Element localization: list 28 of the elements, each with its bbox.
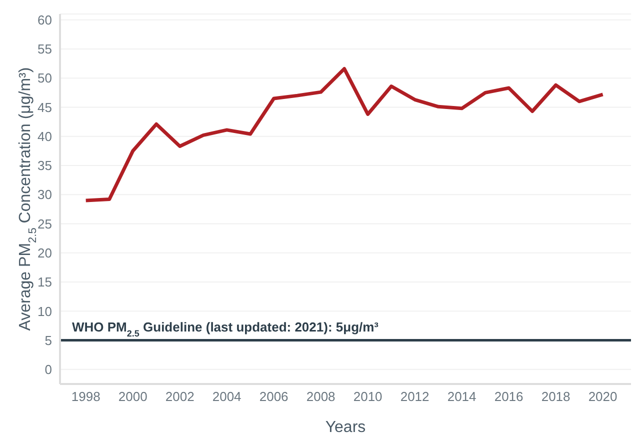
x-tick-label: 2010: [353, 389, 382, 404]
y-tick-label: 15: [38, 274, 52, 290]
x-tick-label: 2008: [306, 389, 336, 404]
x-tick-label: 2020: [588, 389, 618, 404]
y-tick-label: 0: [44, 362, 52, 378]
y-tick-label: 40: [38, 128, 52, 144]
y-tick-label: 20: [38, 246, 52, 261]
y-tick-label: 10: [38, 304, 52, 319]
y-tick-label: 35: [38, 158, 52, 174]
x-tick-label: 2004: [212, 389, 242, 404]
y-tick-label: 5: [44, 332, 52, 348]
x-tick-label: 2006: [259, 389, 288, 404]
x-tick-label: 2000: [118, 389, 148, 404]
line-series: [84, 67, 605, 202]
y-tick-label: 60: [38, 12, 52, 28]
x-tick-label: 2014: [447, 389, 476, 404]
x-tick-label: 2002: [165, 389, 194, 404]
y-tick-label: 45: [38, 100, 52, 115]
x-tick-label: 2012: [400, 389, 430, 404]
ref-line-label: WHO PM$_{2.5}$ Guideline (last updated: 2021): 5μg/m³: [72, 319, 380, 338]
y-tick-label: 50: [38, 70, 52, 86]
x-tick-label: 1998: [71, 389, 100, 404]
y-tick-label: 30: [38, 187, 52, 202]
x-tick-label: 2018: [541, 389, 570, 404]
y-tick-label: 55: [38, 42, 52, 57]
x-axis-title: Years: [325, 419, 366, 436]
x-tick-label: 2016: [494, 389, 524, 404]
y-tick-label: 25: [38, 216, 52, 232]
